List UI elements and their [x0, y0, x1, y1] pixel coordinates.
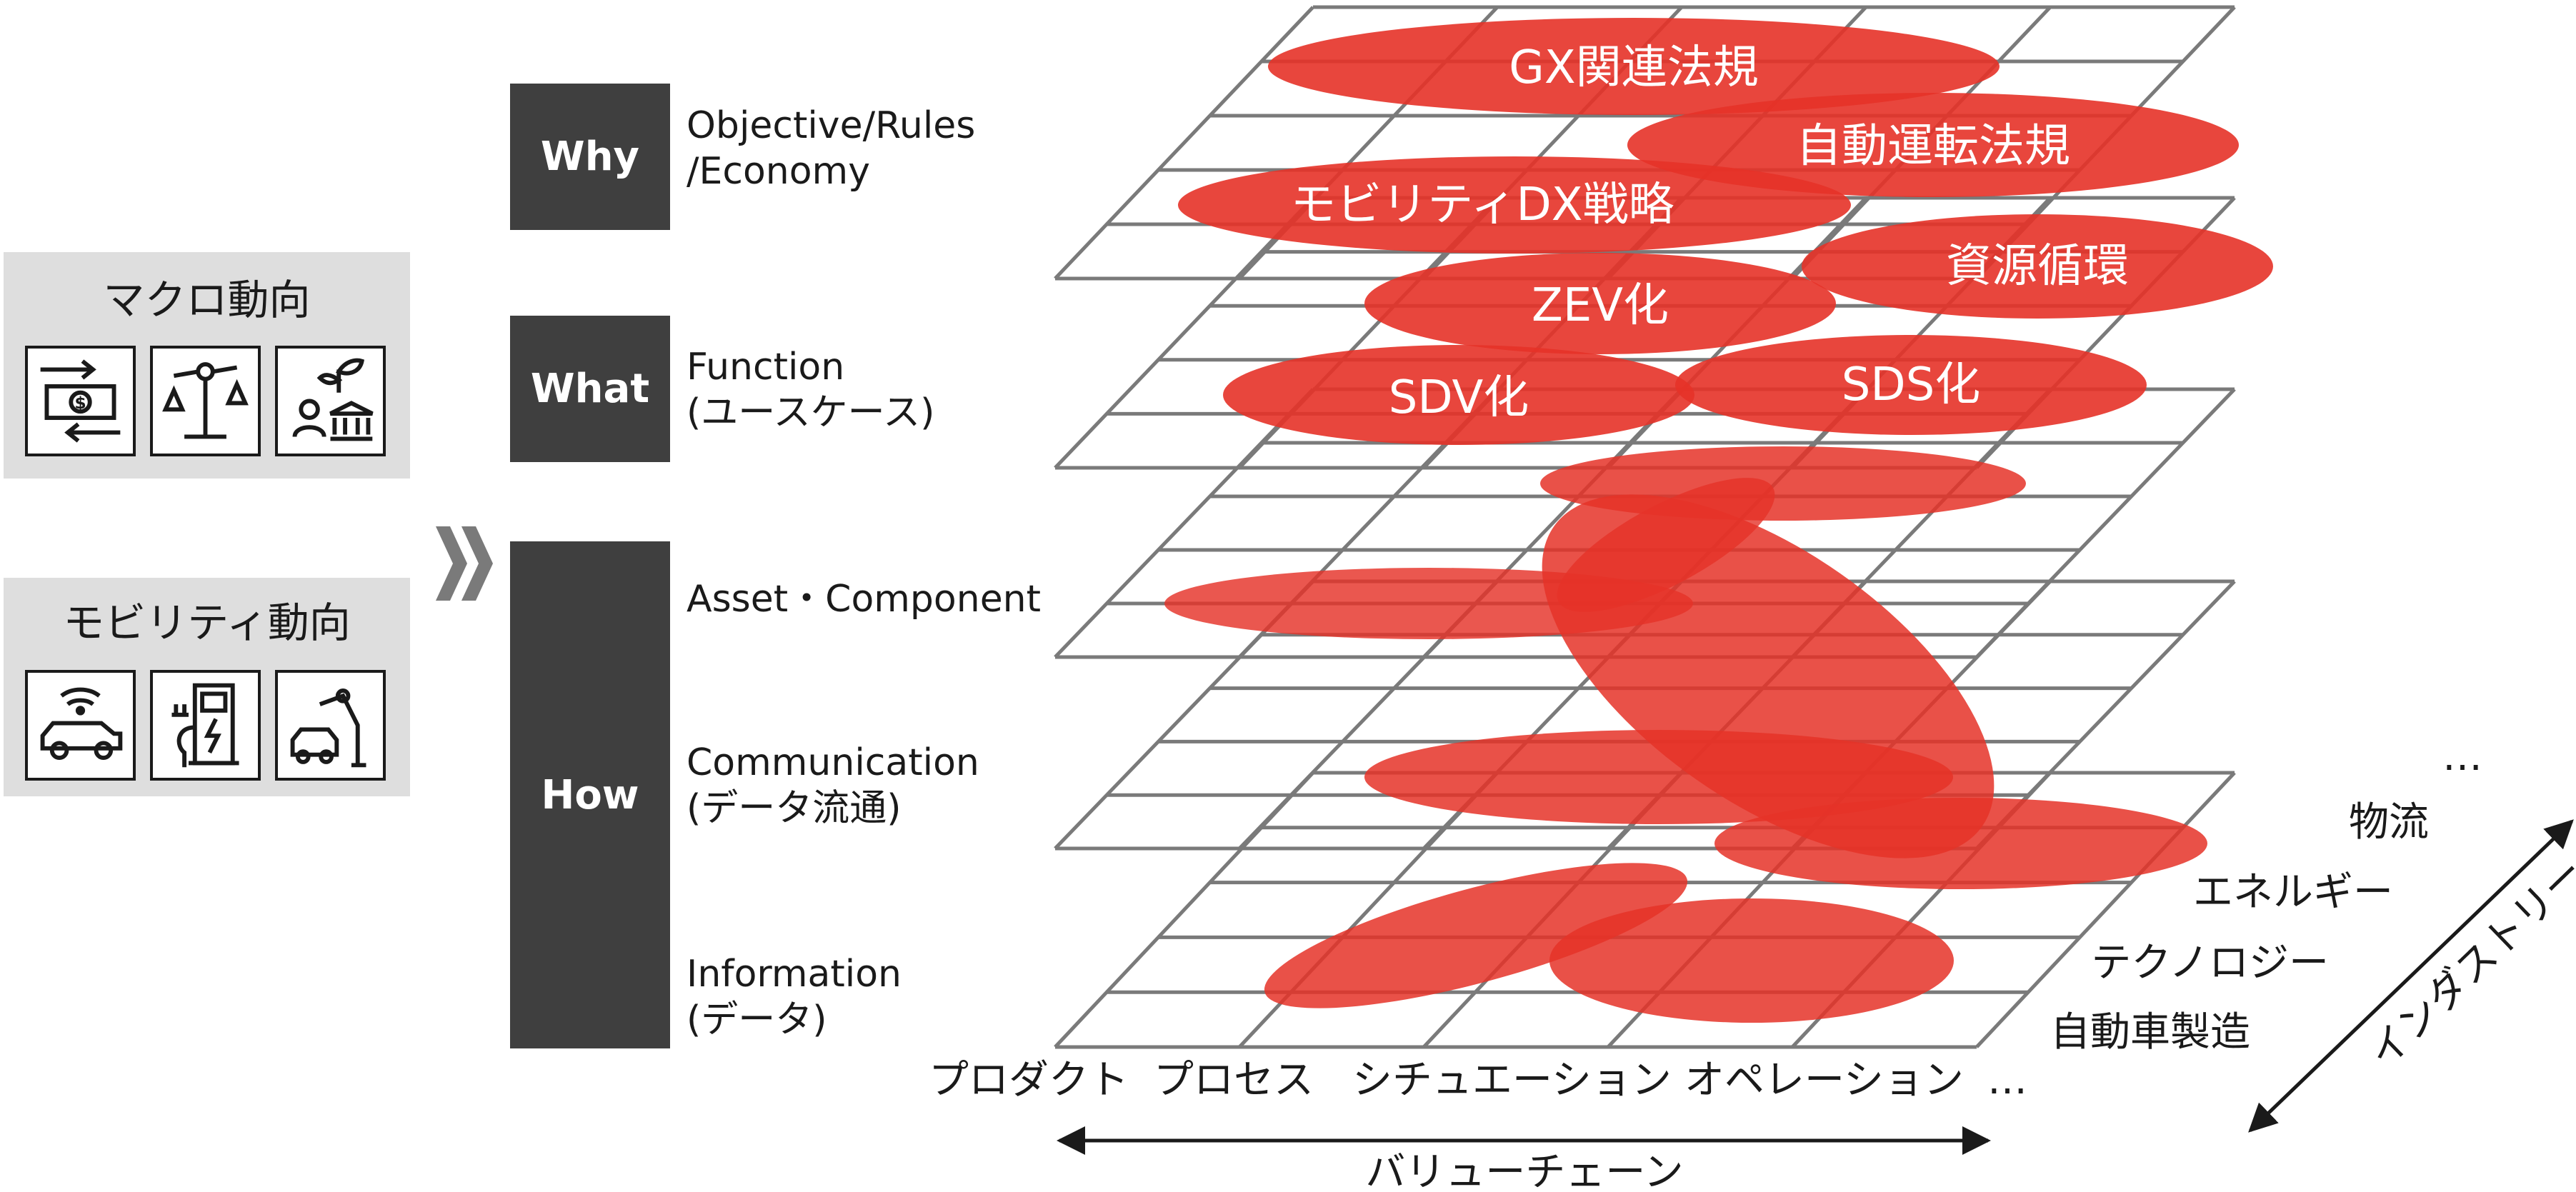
plant-government-icon — [275, 346, 386, 456]
currency-exchange-icon: $ — [25, 346, 136, 456]
theme-ad-regulation: 自動運転法規 — [1796, 120, 2070, 173]
layer-label-asset: Asset・Component — [687, 578, 1042, 621]
macro-trend-title: マクロ動向 — [103, 276, 311, 324]
svg-text:$: $ — [74, 393, 86, 413]
value-chain-item-product: プロダクト — [929, 1057, 1129, 1103]
theme-mobility-dx: モビリティDX戦略 — [1290, 179, 1674, 231]
tier-why: Why — [510, 84, 670, 230]
blob-how-8 — [1549, 898, 1954, 1023]
blob-zev — [1364, 253, 1836, 354]
robot-arm-car-icon — [275, 670, 386, 781]
blob-mobility-dx — [1178, 156, 1851, 254]
value-chain-item-situation: シチュエーション — [1352, 1057, 1672, 1103]
industry-item-auto: 自動車製造 — [2050, 1009, 2250, 1056]
industry-item-energy: エネルギー — [2193, 869, 2393, 916]
theme-sdv: SDV化 — [1389, 371, 1529, 424]
layer-label-function: Function (ユースケース) — [687, 346, 935, 434]
theme-sds: SDS化 — [1842, 359, 1981, 411]
double-chevron-icon — [436, 526, 493, 601]
macro-trend-box: マクロ動向 $ — [4, 252, 410, 479]
tier-how: How — [510, 541, 670, 1048]
blob-how-5 — [1364, 730, 1953, 824]
blob-resource-circulation — [1802, 214, 2273, 319]
blob-how-6 — [1714, 798, 2207, 889]
blob-sdv — [1223, 345, 1694, 445]
blob-sds — [1675, 335, 2147, 435]
connected-car-icon — [25, 670, 136, 781]
industry-arrow — [2248, 819, 2574, 1133]
ev-charger-icon — [150, 670, 261, 781]
theme-resource-circulation: 資源循環 — [1946, 240, 2129, 293]
layer-label-information: Information (データ) — [687, 953, 902, 1041]
mobility-trend-box: モビリティ動向 — [4, 578, 410, 796]
blob-gx-regulation — [1268, 18, 2000, 115]
industry-item-more: … — [2442, 733, 2482, 780]
industry-item-tech: テクノロジー — [2091, 940, 2329, 986]
tier-what: What — [510, 316, 670, 462]
value-chain-item-more: … — [1987, 1057, 2027, 1103]
layer-label-communication: Communication (データ流通) — [687, 741, 979, 830]
balance-scale-icon — [150, 346, 261, 456]
blob-ad-regulation — [1627, 93, 2239, 197]
value-chain-item-operation: オペレーション — [1684, 1057, 1964, 1103]
blob-layer — [1164, 18, 2273, 1023]
theme-gx-regulation: GX関連法規 — [1509, 41, 1758, 94]
industry-item-logistics: 物流 — [2349, 799, 2429, 846]
value-chain-axis-label: バリューチェーン — [1365, 1149, 1683, 1192]
value-chain-item-process: プロセス — [1154, 1057, 1314, 1103]
layer-label-objective: Objective/Rules/Economy — [687, 104, 976, 193]
blob-how-7 — [1264, 863, 1688, 1008]
theme-zev: ZEV化 — [1532, 279, 1669, 332]
mobility-trend-title: モビリティ動向 — [63, 598, 351, 647]
